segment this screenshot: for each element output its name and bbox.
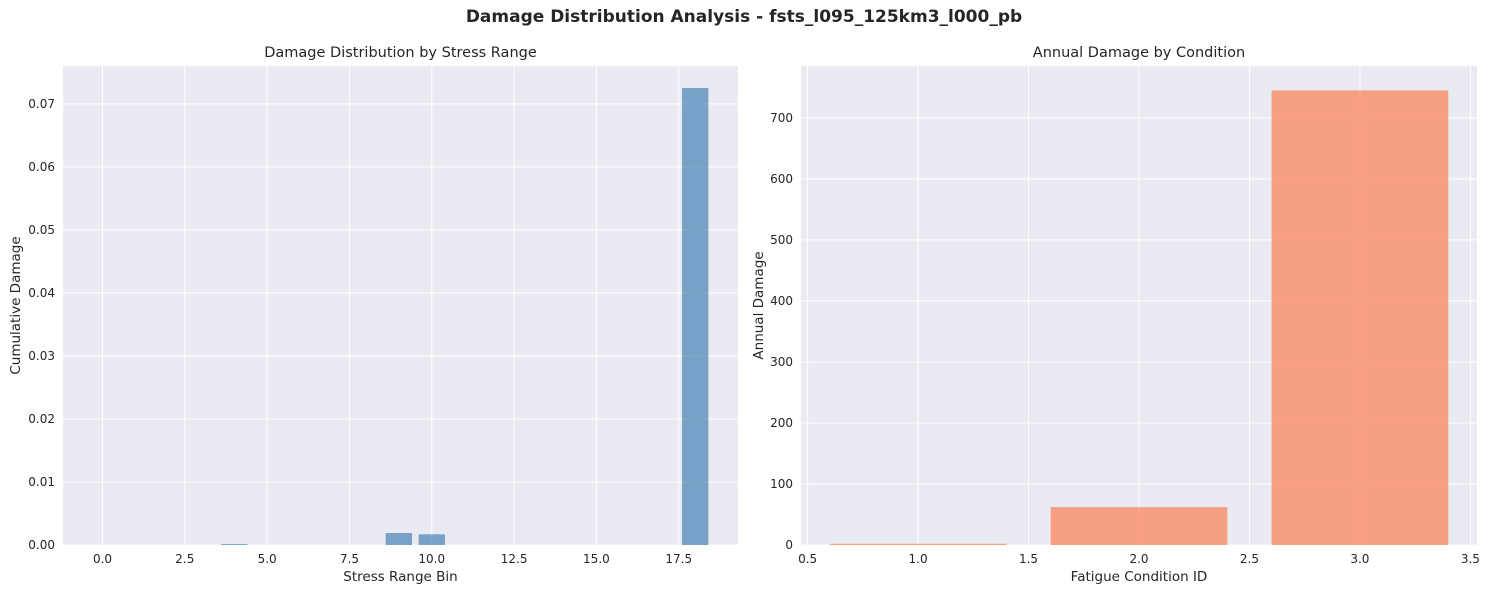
right-chart-group: 0.5 1.0 1.5 2.0 2.5 3.0 3.5 0 100 200 300 400 500 600…	[751, 45, 1480, 585]
left-chart-title: Damage Distribution by Stress Range	[264, 45, 537, 61]
left-y-axis-label: Cumulative Damage	[8, 236, 24, 374]
left-x-tick-label: 7.5	[340, 552, 359, 566]
left-bar	[682, 88, 709, 546]
left-y-tick-label: 0.01	[28, 475, 55, 489]
right-x-tick-label: 2.5	[1240, 552, 1259, 566]
right-bar	[1050, 507, 1228, 545]
right-bar	[829, 543, 1007, 545]
right-y-tick-label: 700	[770, 111, 793, 125]
right-x-axis-label: Fatigue Condition ID	[1071, 569, 1208, 585]
right-x-tick-label: 2.0	[1129, 552, 1148, 566]
right-y-axis-label: Annual Damage	[751, 251, 767, 359]
left-x-tick-label: 15.0	[583, 552, 610, 566]
left-chart-group: 0.0 2.5 5.0 7.5 10.0 12.5 15.0 17.5 0.00 0.01 0.02…	[8, 45, 738, 585]
left-bar	[385, 533, 413, 545]
left-plot-background	[63, 66, 738, 545]
left-y-tick-label: 0.00	[28, 538, 55, 552]
left-y-tick-label: 0.04	[28, 286, 55, 300]
figure-suptitle: Damage Distribution Analysis - fsts_l095…	[465, 7, 1023, 27]
right-x-tick-label: 1.5	[1019, 552, 1038, 566]
left-x-tick-label: 17.5	[665, 552, 692, 566]
left-x-tick-label: 5.0	[258, 552, 277, 566]
left-y-tick-label: 0.03	[28, 349, 55, 363]
right-y-tick-label: 300	[770, 355, 793, 369]
left-y-tick-label: 0.07	[28, 97, 55, 111]
right-x-tick-label: 0.5	[798, 552, 817, 566]
left-y-tick-label: 0.02	[28, 412, 55, 426]
left-y-tick-label: 0.05	[28, 223, 55, 237]
left-x-tick-label: 2.5	[175, 552, 194, 566]
right-y-tick-label: 200	[770, 416, 793, 430]
left-x-tick-label: 12.5	[501, 552, 528, 566]
left-bar	[418, 534, 445, 545]
right-x-tick-label: 3.5	[1461, 552, 1480, 566]
left-x-axis-label: Stress Range Bin	[343, 569, 457, 585]
right-y-tick-label: 600	[770, 172, 793, 186]
left-bar	[221, 544, 248, 545]
right-x-tick-label: 1.0	[909, 552, 928, 566]
right-chart-title: Annual Damage by Condition	[1033, 45, 1245, 61]
right-y-tick-label: 0	[785, 538, 793, 552]
right-y-tick-label: 400	[770, 294, 793, 308]
left-x-tick-label: 10.0	[418, 552, 445, 566]
right-y-tick-label: 100	[770, 477, 793, 491]
right-x-tick-label: 3.0	[1350, 552, 1369, 566]
right-bar	[1271, 90, 1449, 545]
right-y-tick-label: 500	[770, 233, 793, 247]
left-x-tick-label: 0.0	[93, 552, 112, 566]
left-y-tick-label: 0.06	[28, 160, 55, 174]
